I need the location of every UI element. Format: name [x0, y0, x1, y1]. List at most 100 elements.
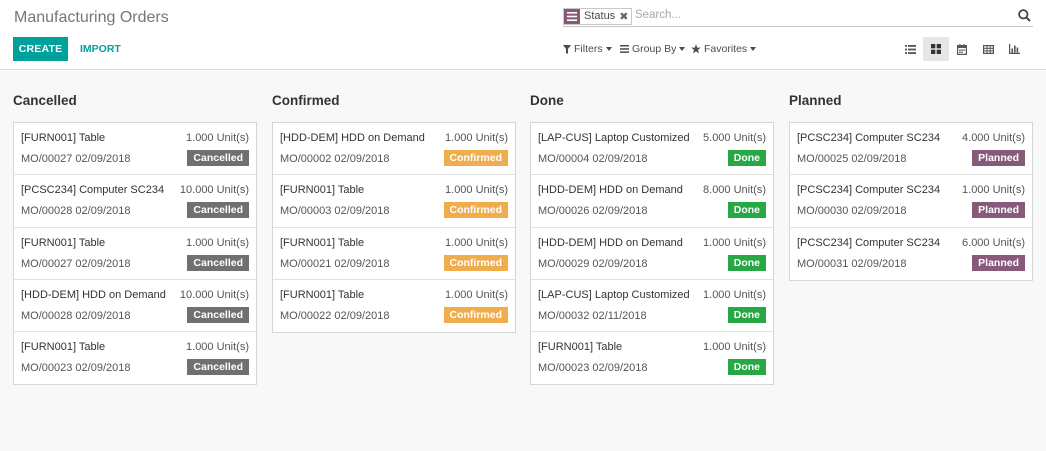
column-title: Confirmed [272, 93, 340, 108]
order-reference: MO/00003 02/09/2018 [280, 205, 390, 218]
calendar-icon [957, 43, 967, 55]
order-reference: MO/00027 02/09/2018 [21, 257, 131, 270]
kanban-card[interactable]: [HDD-DEM] HDD on Demand 10.000 Unit(s) M… [14, 280, 256, 333]
kanban-card[interactable]: [FURN001] Table 1.000 Unit(s) MO/00022 0… [273, 280, 515, 332]
order-reference: MO/00023 02/09/2018 [21, 362, 131, 375]
bar-chart-icon [1008, 44, 1020, 54]
quantity: 1.000 Unit(s) [445, 288, 508, 301]
product-name: [PCSC234] Computer SC234 [797, 236, 941, 249]
order-reference: MO/00028 02/09/2018 [21, 205, 131, 218]
quantity: 10.000 Unit(s) [179, 288, 249, 301]
graph-view-button[interactable] [1001, 37, 1027, 61]
kanban-card[interactable]: [HDD-DEM] HDD on Demand 1.000 Unit(s) MO… [531, 228, 773, 280]
order-reference: MO/00026 02/09/2018 [538, 205, 648, 218]
kanban-card[interactable]: [FURN001] Table 1.000 Unit(s) MO/00023 0… [14, 332, 256, 384]
kanban-board: Cancelled [FURN001] Table 1.000 Unit(s) … [0, 71, 1046, 451]
status-badge: Done [727, 306, 766, 323]
status-badge: Confirmed [443, 150, 508, 166]
group-by-label: Group By [632, 43, 677, 55]
list-icon [904, 44, 916, 54]
kanban-card[interactable]: [PCSC234] Computer SC234 1.000 Unit(s) M… [790, 175, 1032, 228]
search-facet-status[interactable]: Status ✖ [563, 8, 633, 25]
menu-icon [564, 9, 580, 24]
search-bar[interactable]: Status ✖ [563, 7, 1033, 27]
order-reference: MO/00022 02/09/2018 [280, 309, 390, 322]
product-name: [FURN001] Table [21, 236, 106, 249]
kanban-card[interactable]: [PCSC234] Computer SC234 4.000 Unit(s) M… [790, 123, 1032, 176]
product-name: [FURN001] Table [21, 132, 106, 144]
status-badge: Done [727, 254, 766, 271]
product-name: [FURN001] Table [280, 288, 365, 301]
calendar-view-button[interactable] [949, 37, 975, 61]
close-icon[interactable]: ✖ [619, 11, 629, 23]
kanban-card[interactable]: [FURN001] Table 1.000 Unit(s) MO/00021 0… [273, 228, 515, 280]
list-view-button[interactable] [897, 37, 923, 61]
quantity: 1.000 Unit(s) [445, 132, 508, 144]
kanban-view-button[interactable] [923, 37, 949, 61]
kanban-card[interactable]: [LAP-CUS] Laptop Customized 5.000 Unit(s… [531, 123, 773, 176]
quantity: 10.000 Unit(s) [179, 184, 249, 197]
search-icon[interactable] [1018, 9, 1031, 27]
product-name: [HDD-DEM] HDD on Demand [280, 132, 425, 144]
group-by-dropdown[interactable]: Group By [620, 43, 686, 55]
status-badge: Cancelled [187, 254, 249, 271]
order-reference: MO/00032 02/11/2018 [538, 309, 647, 322]
column-cards: [FURN001] Table 1.000 Unit(s) MO/00027 0… [13, 122, 257, 386]
view-switcher [897, 37, 1027, 61]
quantity: 8.000 Unit(s) [703, 184, 766, 197]
status-badge: Done [727, 202, 766, 219]
table-icon [982, 44, 994, 54]
order-reference: MO/00030 02/09/2018 [797, 205, 907, 218]
kanban-card[interactable]: [LAP-CUS] Laptop Customized 1.000 Unit(s… [531, 280, 773, 333]
order-reference: MO/00027 02/09/2018 [21, 153, 131, 165]
kanban-card[interactable]: [FURN001] Table 1.000 Unit(s) MO/00027 0… [14, 123, 256, 176]
kanban-card[interactable]: [FURN001] Table 1.000 Unit(s) MO/00023 0… [531, 332, 773, 384]
product-name: [HDD-DEM] HDD on Demand [21, 288, 166, 301]
pivot-view-button[interactable] [975, 37, 1001, 61]
kanban-card[interactable]: [FURN001] Table 1.000 Unit(s) MO/00003 0… [273, 175, 515, 228]
order-reference: MO/00031 02/09/2018 [797, 257, 907, 270]
kanban-card[interactable]: [HDD-DEM] HDD on Demand 8.000 Unit(s) MO… [531, 175, 773, 228]
order-reference: MO/00028 02/09/2018 [21, 309, 131, 322]
quantity: 1.000 Unit(s) [445, 184, 508, 197]
product-name: [FURN001] Table [280, 184, 365, 197]
status-badge: Done [727, 359, 766, 376]
page-title: Manufacturing Orders [14, 9, 169, 26]
status-badge: Cancelled [187, 359, 249, 376]
status-badge: Cancelled [187, 150, 249, 166]
product-name: [PCSC234] Computer SC234 [21, 184, 165, 197]
kanban-card[interactable]: [HDD-DEM] HDD on Demand 1.000 Unit(s) MO… [273, 123, 515, 176]
quantity: 1.000 Unit(s) [703, 341, 766, 354]
status-badge: Confirmed [443, 202, 508, 219]
status-badge: Planned [972, 202, 1025, 219]
product-name: [FURN001] Table [538, 341, 623, 354]
product-name: [HDD-DEM] HDD on Demand [538, 236, 683, 249]
quantity: 6.000 Unit(s) [962, 236, 1025, 249]
kanban-card[interactable]: [PCSC234] Computer SC234 6.000 Unit(s) M… [790, 228, 1032, 280]
favorites-label: Favorites [704, 43, 748, 55]
product-name: [FURN001] Table [280, 236, 365, 249]
column-cards: [LAP-CUS] Laptop Customized 5.000 Unit(s… [530, 122, 774, 386]
control-panel: Manufacturing Orders Status ✖ CREATE IMP… [0, 0, 1046, 70]
status-badge: Cancelled [187, 202, 249, 219]
order-reference: MO/00002 02/09/2018 [280, 153, 390, 165]
kanban-icon [931, 44, 941, 54]
product-name: [HDD-DEM] HDD on Demand [538, 184, 683, 197]
favorites-dropdown[interactable]: Favorites [691, 43, 757, 55]
column-title: Done [530, 93, 564, 108]
order-reference: MO/00023 02/09/2018 [538, 362, 648, 375]
search-input[interactable] [635, 9, 995, 21]
filters-label: Filters [574, 43, 603, 55]
column-title: Planned [789, 93, 842, 108]
column-cards: [HDD-DEM] HDD on Demand 1.000 Unit(s) MO… [272, 122, 516, 334]
import-button[interactable]: IMPORT [80, 43, 121, 55]
kanban-card[interactable]: [PCSC234] Computer SC234 10.000 Unit(s) … [14, 175, 256, 228]
create-button[interactable]: CREATE [13, 37, 68, 61]
caret-down-icon [605, 47, 612, 51]
filters-dropdown[interactable]: Filters [563, 43, 612, 55]
status-badge: Done [727, 150, 766, 166]
quantity: 1.000 Unit(s) [186, 341, 249, 354]
kanban-card[interactable]: [FURN001] Table 1.000 Unit(s) MO/00027 0… [14, 228, 256, 280]
bars-icon [620, 45, 629, 53]
quantity: 4.000 Unit(s) [962, 132, 1025, 144]
